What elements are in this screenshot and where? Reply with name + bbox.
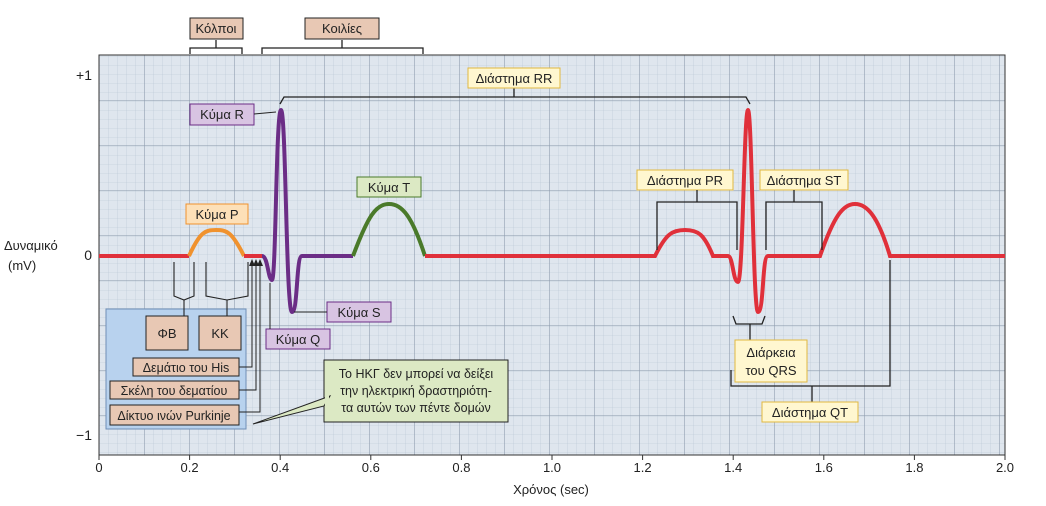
sa-node-box xyxy=(145,315,189,351)
x-tick-label: 2.0 xyxy=(996,460,1014,475)
av-node-box xyxy=(198,315,242,351)
branches-connector xyxy=(239,262,257,391)
y-axis-title-line1: Δυναμικό xyxy=(4,238,58,253)
x-axis-ticks: 0 0.2 0.4 0.6 0.8 1.0 1.2 1.4 1.6 1.8 2.0 xyxy=(95,455,1014,475)
x-tick-label: 0.2 xyxy=(181,460,199,475)
p-wave-label: Κύμα P xyxy=(195,207,238,222)
ventricles-label-box xyxy=(304,17,380,40)
x-tick-label: 0 xyxy=(95,460,102,475)
his-connector xyxy=(239,262,253,368)
st-label-box xyxy=(759,169,849,191)
qrs-label-line2: του QRS xyxy=(745,363,796,378)
atria-bracket xyxy=(189,47,243,54)
t-wave-trace xyxy=(351,201,427,257)
x-tick-label: 0.4 xyxy=(271,460,289,475)
r-wave-label: Κύμα R xyxy=(200,107,244,122)
atria-label-box xyxy=(189,17,244,40)
x-tick-label: 1.2 xyxy=(634,460,652,475)
q-wave-label: Κύμα Q xyxy=(276,332,321,347)
qrs-label-box xyxy=(734,339,808,383)
qt-label-box xyxy=(761,401,859,423)
branches-arrowhead xyxy=(253,259,259,266)
purkinje-box xyxy=(109,404,240,426)
x-tick-label: 1.4 xyxy=(724,460,742,475)
qrs-label-line1: Διάρκεια xyxy=(746,345,796,360)
his-arrowhead xyxy=(249,259,255,266)
st-label: Διάστημα ST xyxy=(767,173,842,188)
r-wave-pointer xyxy=(253,111,277,115)
q-wave-label-box xyxy=(265,328,331,350)
y-tick-minus1: −1 xyxy=(76,427,92,443)
note-line1: Το ΗΚΓ δεν μπορεί να δείξει xyxy=(339,367,494,381)
x-tick-label: 1.6 xyxy=(815,460,833,475)
t-wave-label: Κύμα T xyxy=(368,180,410,195)
p-wave-label-box xyxy=(185,203,249,225)
qt-label: Διάστημα QT xyxy=(772,405,848,420)
purkinje-arrowhead xyxy=(257,259,263,266)
purkinje-connector xyxy=(239,262,261,413)
x-axis-title: Χρόνος (sec) xyxy=(513,482,589,497)
r-wave-label-box xyxy=(189,103,255,126)
rr-label-box xyxy=(467,67,561,89)
branches-label: Σκέλη του δεματίου xyxy=(121,384,228,398)
ventricles-label: Κοιλίες xyxy=(322,21,362,36)
purkinje-label: Δίκτυο ινών Purkinje xyxy=(117,409,230,423)
pr-label: Διάστημα PR xyxy=(647,173,723,188)
sa-node-label: ΦΒ xyxy=(157,326,176,341)
second-beat-trace xyxy=(425,107,1005,315)
p-wave-trace xyxy=(187,227,246,257)
y-axis-title-line2: (mV) xyxy=(8,258,36,273)
note-line3: τα αυτών των πέντε δομών xyxy=(341,401,491,415)
atria-label: Κόλποι xyxy=(196,21,237,36)
rr-bracket xyxy=(279,96,751,105)
ventricles-bracket xyxy=(261,47,424,54)
qrs-complex-trace xyxy=(261,107,353,315)
rr-label: Διάστημα RR xyxy=(476,71,553,86)
note-pointer-mask xyxy=(325,392,329,410)
his-label: Δεμάτιο του His xyxy=(143,361,230,375)
x-tick-label: 0.8 xyxy=(452,460,470,475)
note-line2: την ηλεκτρική δραστηριότη- xyxy=(340,384,492,398)
t-wave-label-box xyxy=(356,176,422,198)
s-wave-label: Κύμα S xyxy=(337,305,380,320)
qrs-bracket xyxy=(732,315,766,325)
x-tick-label: 1.8 xyxy=(905,460,923,475)
av-node-label: ΚΚ xyxy=(211,326,229,341)
x-tick-label: 0.6 xyxy=(362,460,380,475)
note-box xyxy=(323,359,509,423)
pr-label-box xyxy=(636,169,734,191)
y-tick-plus1: +1 xyxy=(76,67,92,83)
x-tick-label: 1.0 xyxy=(543,460,561,475)
y-tick-0: 0 xyxy=(84,247,92,263)
qt-bracket xyxy=(730,260,891,387)
